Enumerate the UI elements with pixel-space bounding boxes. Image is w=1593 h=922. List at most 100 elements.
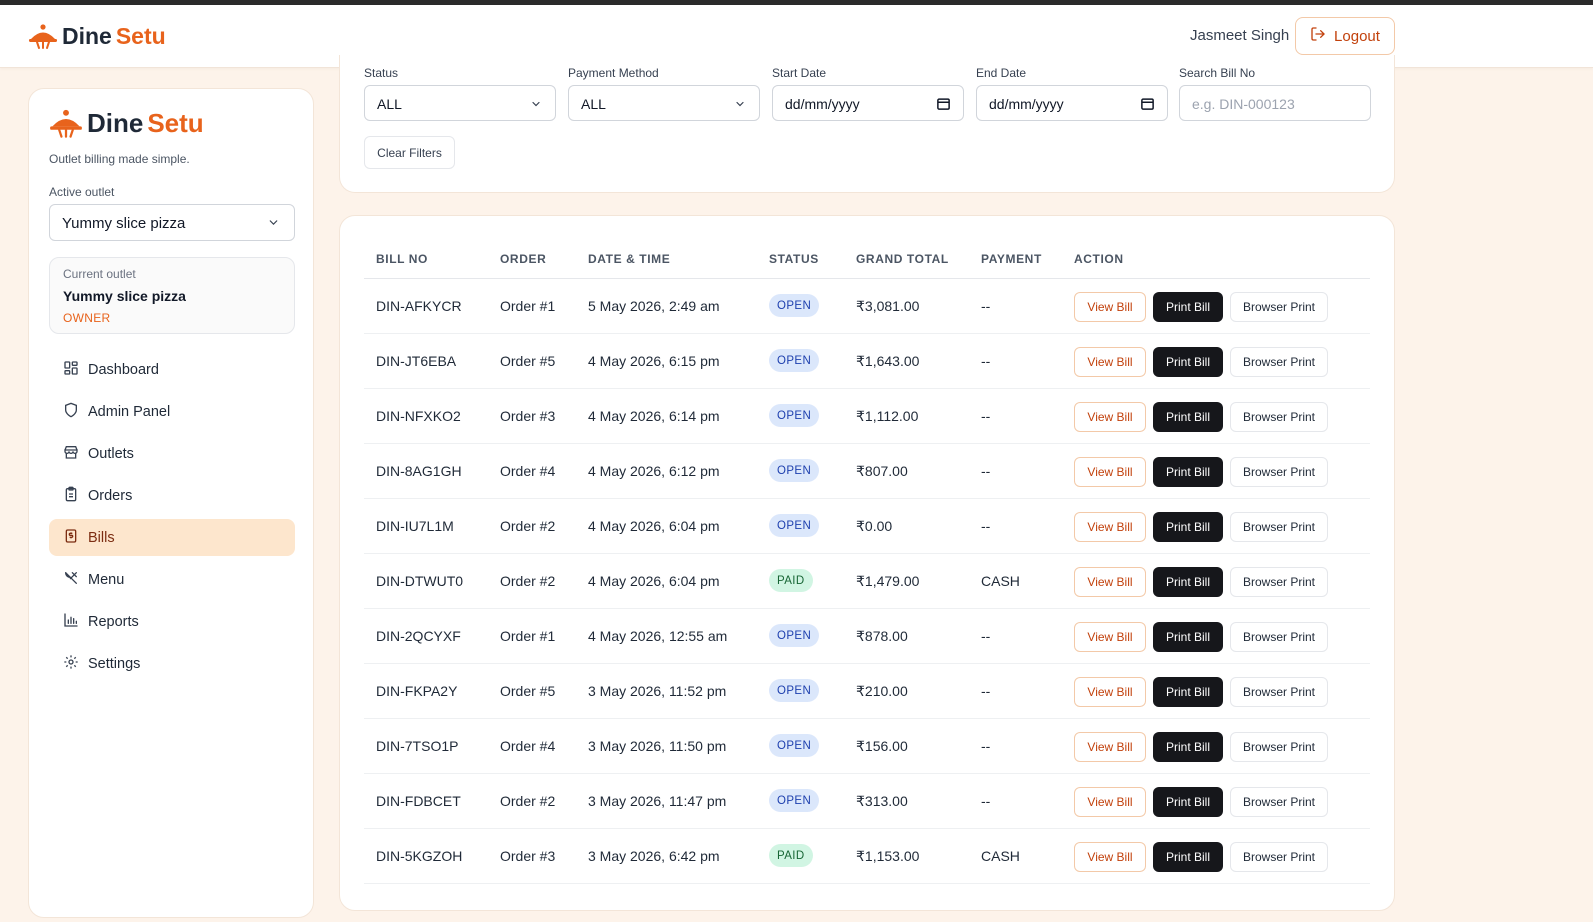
datetime-cell: 3 May 2026, 11:47 pm [588, 793, 727, 809]
payment-cell: -- [981, 353, 991, 369]
current-outlet-label: Current outlet [63, 267, 136, 281]
browser-print-button[interactable]: Browser Print [1230, 677, 1328, 707]
print-bill-button[interactable]: Print Bill [1153, 622, 1223, 652]
brand-word-2: Setu [147, 107, 204, 138]
payment-cell: CASH [981, 573, 1020, 589]
status-badge: OPEN [769, 789, 820, 812]
sidebar-brand: Dine Setu [49, 107, 204, 139]
browser-print-button[interactable]: Browser Print [1230, 567, 1328, 597]
logout-button[interactable]: Logout [1295, 17, 1395, 55]
sidebar-item-settings[interactable]: Settings [49, 645, 295, 682]
browser-print-button[interactable]: Browser Print [1230, 732, 1328, 762]
print-bill-button[interactable]: Print Bill [1153, 787, 1223, 817]
order-cell: Order #5 [500, 683, 556, 699]
dashboard-icon [63, 360, 79, 380]
view-bill-button[interactable]: View Bill [1074, 512, 1146, 542]
receipt-icon [63, 528, 79, 548]
browser-print-button[interactable]: Browser Print [1230, 787, 1328, 817]
sidebar-item-label: Dashboard [88, 361, 159, 378]
print-bill-button[interactable]: Print Bill [1153, 842, 1223, 872]
browser-print-button[interactable]: Browser Print [1230, 402, 1328, 432]
print-bill-button[interactable]: Print Bill [1153, 402, 1223, 432]
status-badge: OPEN [769, 404, 820, 427]
print-bill-button[interactable]: Print Bill [1153, 512, 1223, 542]
table-row: DIN-NFXKO2 Order #3 4 May 2026, 6:14 pm OPE… [364, 389, 1370, 444]
view-bill-button[interactable]: View Bill [1074, 402, 1146, 432]
sidebar-item-reports[interactable]: Reports [49, 603, 295, 640]
logo-icon [28, 22, 58, 50]
browser-print-button[interactable]: Browser Print [1230, 512, 1328, 542]
sidebar-item-admin-panel[interactable]: Admin Panel [49, 393, 295, 430]
grand-total-cell: ₹878.00 [856, 628, 908, 644]
print-bill-button[interactable]: Print Bill [1153, 457, 1223, 487]
column-header: ORDER [500, 252, 547, 266]
print-bill-button[interactable]: Print Bill [1153, 732, 1223, 762]
print-bill-button[interactable]: Print Bill [1153, 292, 1223, 322]
calendar-icon[interactable] [936, 96, 951, 114]
view-bill-button[interactable]: View Bill [1074, 457, 1146, 487]
order-cell: Order #2 [500, 573, 556, 589]
store-icon [63, 444, 79, 464]
end-date-value: dd/mm/yyyy [989, 96, 1064, 112]
browser-print-button[interactable]: Browser Print [1230, 457, 1328, 487]
payment-cell: CASH [981, 848, 1020, 864]
payment-cell: -- [981, 463, 991, 479]
grand-total-cell: ₹1,643.00 [856, 353, 920, 369]
bill-no-cell: DIN-IU7L1M [376, 518, 454, 534]
current-outlet-card: Current outlet Yummy slice pizza OWNER [49, 257, 295, 334]
bills-table-card: BILL NO ORDER DATE & TIME STATUS GRAND T… [339, 215, 1395, 911]
sidebar-item-menu[interactable]: Menu [49, 561, 295, 598]
active-outlet-select[interactable]: Yummy slice pizza [49, 204, 295, 241]
chevron-down-icon [734, 97, 746, 113]
sidebar-item-outlets[interactable]: Outlets [49, 435, 295, 472]
clear-filters-button[interactable]: Clear Filters [364, 136, 455, 169]
sidebar-item-bills[interactable]: Bills [49, 519, 295, 556]
gear-icon [63, 654, 79, 674]
browser-print-button[interactable]: Browser Print [1230, 292, 1328, 322]
datetime-cell: 4 May 2026, 6:15 pm [588, 353, 720, 369]
brand-word-1: Dine [62, 22, 112, 49]
view-bill-button[interactable]: View Bill [1074, 567, 1146, 597]
print-bill-button[interactable]: Print Bill [1153, 567, 1223, 597]
status-badge: OPEN [769, 679, 820, 702]
header-brand[interactable]: Dine Setu [28, 22, 166, 50]
view-bill-button[interactable]: View Bill [1074, 842, 1146, 872]
status-filter-select[interactable]: ALL [364, 85, 556, 121]
datetime-cell: 3 May 2026, 11:52 pm [588, 683, 727, 699]
bill-no-cell: DIN-FDBCET [376, 793, 461, 809]
sidebar-item-label: Admin Panel [88, 403, 171, 420]
start-date-label: Start Date [772, 66, 827, 80]
browser-print-button[interactable]: Browser Print [1230, 622, 1328, 652]
grand-total-cell: ₹156.00 [856, 738, 908, 754]
print-bill-button[interactable]: Print Bill [1153, 347, 1223, 377]
print-bill-button[interactable]: Print Bill [1153, 677, 1223, 707]
search-bill-input[interactable]: e.g. DIN-000123 [1179, 85, 1371, 121]
datetime-cell: 4 May 2026, 6:04 pm [588, 573, 720, 589]
view-bill-button[interactable]: View Bill [1074, 347, 1146, 377]
sidebar-item-orders[interactable]: Orders [49, 477, 295, 514]
calendar-icon[interactable] [1140, 96, 1155, 114]
bill-no-cell: DIN-FKPA2Y [376, 683, 458, 699]
top-strip [0, 0, 1593, 5]
sidebar-item-label: Menu [88, 571, 125, 588]
view-bill-button[interactable]: View Bill [1074, 732, 1146, 762]
status-badge: OPEN [769, 734, 820, 757]
browser-print-button[interactable]: Browser Print [1230, 347, 1328, 377]
payment-method-select[interactable]: ALL [568, 85, 760, 121]
sidebar-item-dashboard[interactable]: Dashboard [49, 351, 295, 388]
view-bill-button[interactable]: View Bill [1074, 292, 1146, 322]
payment-cell: -- [981, 298, 991, 314]
end-date-input[interactable]: dd/mm/yyyy [976, 85, 1168, 121]
status-badge: OPEN [769, 624, 820, 647]
start-date-input[interactable]: dd/mm/yyyy [772, 85, 964, 121]
view-bill-button[interactable]: View Bill [1074, 622, 1146, 652]
end-date-label: End Date [976, 66, 1027, 80]
browser-print-button[interactable]: Browser Print [1230, 842, 1328, 872]
grand-total-cell: ₹1,112.00 [856, 408, 919, 424]
search-bill-placeholder: e.g. DIN-000123 [1192, 96, 1295, 112]
view-bill-button[interactable]: View Bill [1074, 677, 1146, 707]
sidebar-item-label: Orders [88, 487, 133, 504]
view-bill-button[interactable]: View Bill [1074, 787, 1146, 817]
payment-cell: -- [981, 738, 991, 754]
order-cell: Order #3 [500, 408, 556, 424]
